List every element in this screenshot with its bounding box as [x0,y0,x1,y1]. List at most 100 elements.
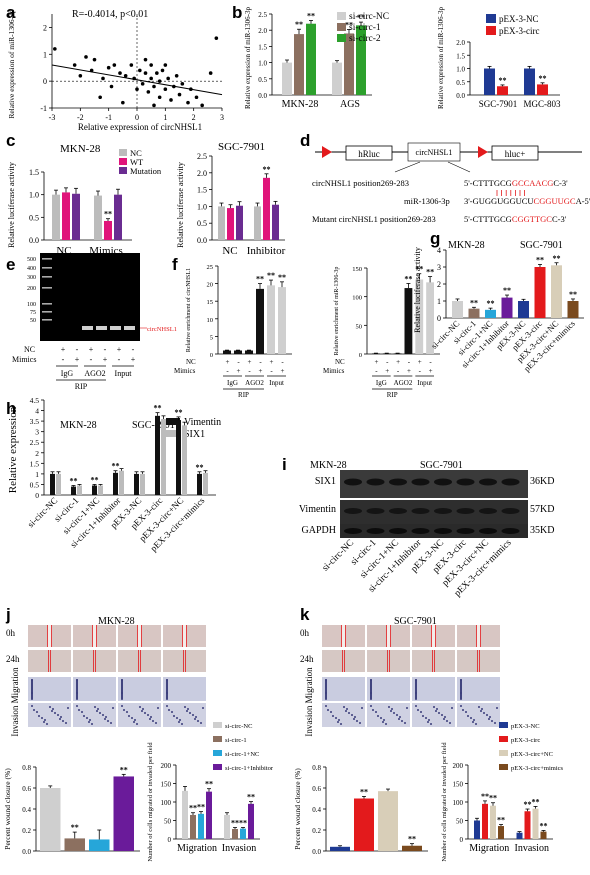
img-cell-dot [401,720,403,722]
g-bar [468,308,480,318]
img-cell-dot [99,712,101,714]
e-sign: + [131,355,136,364]
b-left-legend-swatch [337,23,346,31]
f-right-sign: - [419,367,422,375]
i-band-vimentin [344,508,362,514]
a-point [138,68,142,73]
img-cell-dot [353,718,355,720]
img-cell-dot [370,686,372,688]
a-point [78,73,83,78]
a-point [163,87,168,91]
img-cell-dot [187,708,189,710]
j-cells-ytick-label: 150 [161,781,172,789]
b-right-ytick-label: 0.5 [456,79,465,87]
img-migration [118,677,161,701]
f-right-ytick-label: 50 [356,323,363,330]
img-cell-dot [194,718,196,720]
k-row24-label: 24h [300,654,314,664]
img-wound-24h [118,650,161,672]
a-point [118,71,122,75]
img-cell-dot [380,717,382,719]
e-ladder-label: 200 [27,286,36,292]
j-wound-ytick-label: 0.6 [22,785,31,793]
k-cells-ytick-label: 200 [453,762,464,770]
c-right-bar-sig: ** [263,165,271,174]
f-left-bar [245,350,253,354]
d-box-hrluc-label: hRluc [358,149,380,159]
f-right-sign: - [408,358,411,366]
i-title-left: MKN-28 [310,460,347,471]
img-cell-dot [325,686,327,688]
h-bar-sig: ** [70,477,78,486]
img-cell-dot [343,706,345,708]
d-zoom-line-1 [394,161,421,173]
i-band-six1 [434,478,452,486]
b-right-bar [484,68,495,95]
h-ylabel: Relative expression [7,406,19,493]
e-ladder-band [42,287,52,289]
h-ytick-label: 1.5 [30,459,40,468]
c-right-bar [272,204,279,240]
img-cell-dot [332,715,334,717]
img-migration [412,677,455,701]
d-promoter-arrow-1 [322,146,332,158]
img-cell-dot [396,714,398,716]
img-migration [322,677,365,701]
e-ladder-band [42,258,52,260]
a-ylabel: Relative expression of miR-1306-3p [7,9,16,119]
a-point [143,57,148,62]
c-right-ytick-label: 0.0 [197,236,207,245]
j-legend-label: si-circ-NC [225,723,252,730]
img-cell-dot [451,707,453,709]
c-right-ytick-label: 0.5 [197,219,207,228]
f-left-sign: - [226,367,229,375]
b-right-bar [524,68,535,95]
img-cell-dot [202,707,204,709]
d-row2-seq-a: 3'-GUGGUGGUCU [464,196,534,206]
img-wound-gap [137,625,142,647]
e-ladder-band [42,276,52,278]
img-cell-dot [150,716,152,718]
a-point [160,68,165,73]
k-cells-bar-sig: ** [497,816,505,825]
i-size-label: 35KD [530,525,554,536]
e-row1-label: NC [24,345,35,354]
panel-label-a: a [6,3,16,22]
panel-label-g: g [430,229,440,248]
h-bar [155,415,160,495]
f-left-row1-label: NC [186,358,196,366]
j-wound-ytick-label: 0.8 [22,764,31,772]
e-ladder-label: 300 [27,275,36,281]
img-cell-dot [144,712,146,714]
b-left-bar [344,33,354,95]
d-row1-seq-b: GCCAACG [512,178,554,188]
g-bar-sig: ** [553,254,561,263]
d-row1-seq-c: C-3' [553,178,568,188]
b-right-bar-sig: ** [539,74,547,83]
a-point [121,100,125,105]
img-wound-gap [92,625,97,647]
j-wound-bar [89,839,110,851]
e-ladder-label: 100 [27,302,36,308]
j-cells-bar-sig: ** [247,793,255,802]
i-size-label: 36KD [530,476,554,487]
img-cell-dot [176,717,178,719]
img-cell-dot [149,718,151,720]
j-cells-bar-sig: ** [239,819,247,828]
img-cell-dot [370,705,372,707]
img-cell-dot [338,719,340,721]
e-ladder-band [42,303,52,305]
a-point [157,95,162,100]
d-box-hrluc [345,145,393,161]
d-box-hluc-label: hluc+ [505,149,526,159]
j-wound-bar-sig: ** [120,765,128,774]
c-left-ytick-label: 0.5 [29,213,39,222]
img-cell-dot [123,709,125,711]
img-cell-dot [370,692,372,694]
img-cell-dot [178,721,180,723]
img-cell-dot [354,716,356,718]
e-ladder-band [42,311,52,313]
c-right-ytick-label: 2.5 [197,152,207,161]
f-left-bar [223,350,231,354]
i-band-vimentin [411,508,430,514]
